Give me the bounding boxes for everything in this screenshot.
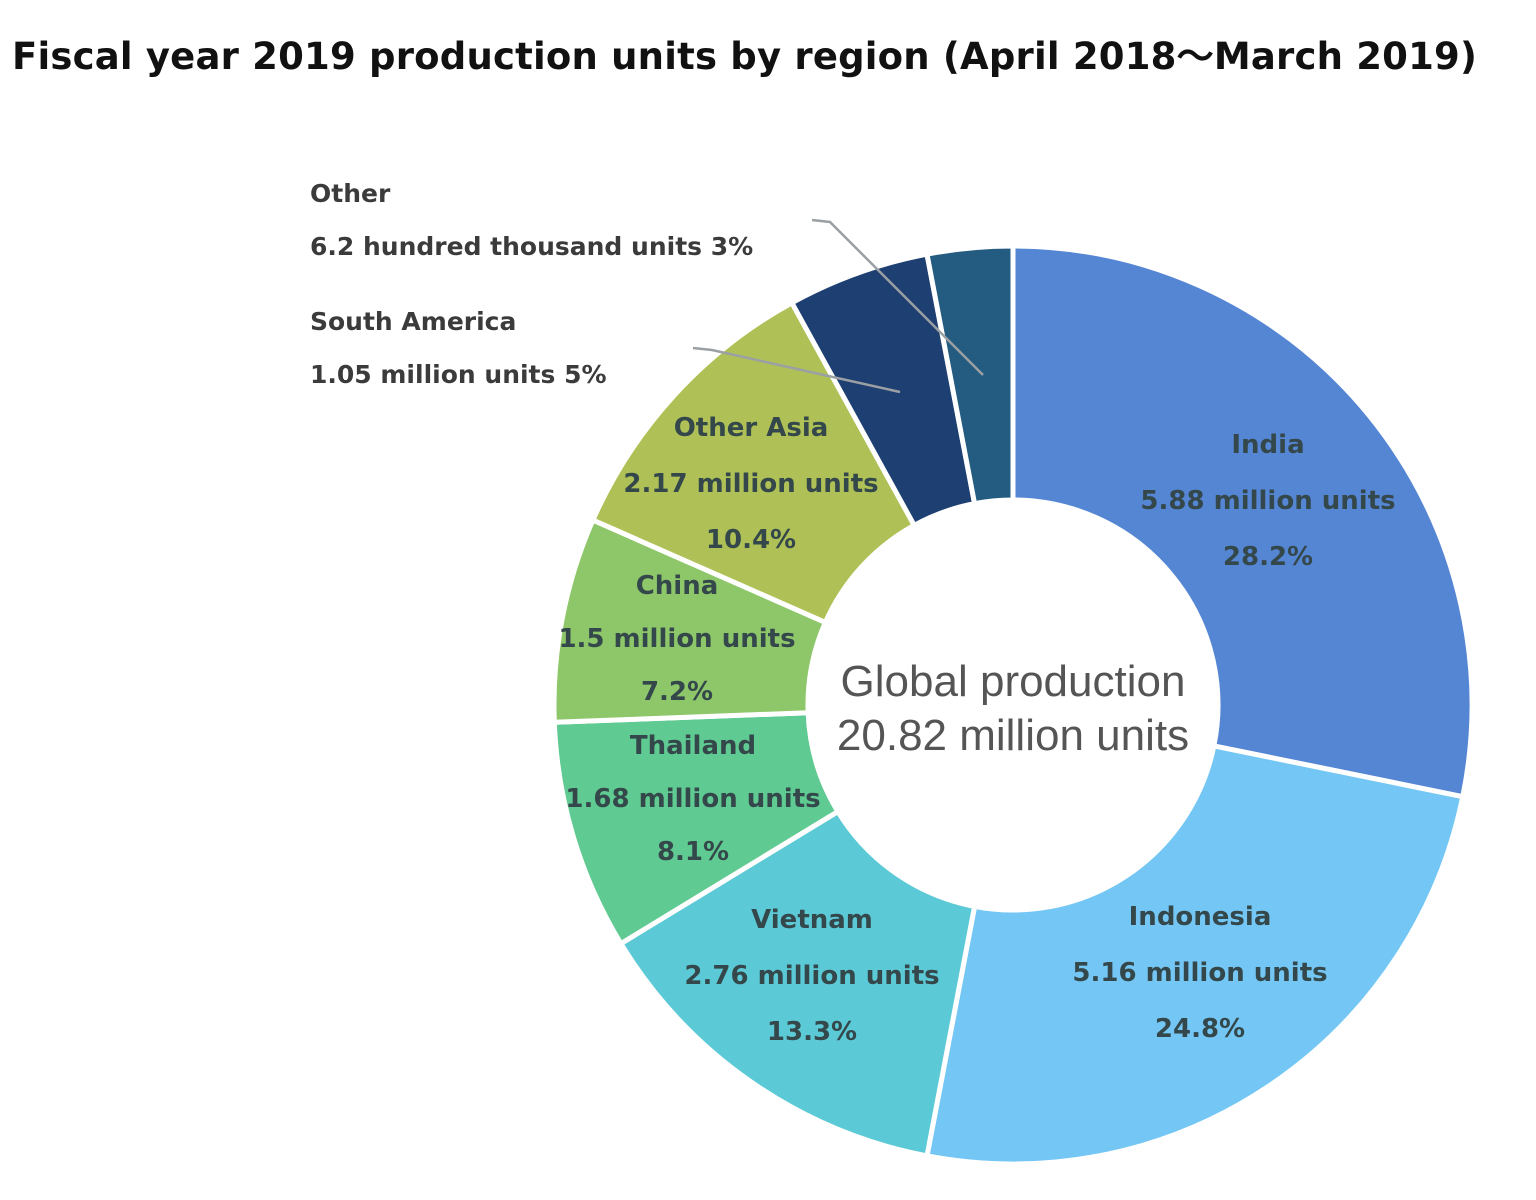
label-units: 1.5 million units bbox=[558, 624, 796, 654]
label-india: India 5.88 million units 28.2% bbox=[1140, 417, 1395, 585]
label-units: 5.16 million units bbox=[1072, 958, 1328, 988]
label-percent: 7.2% bbox=[640, 677, 714, 707]
label-percent: 24.8% bbox=[1154, 1014, 1246, 1044]
center-label-line1: Global production bbox=[840, 657, 1186, 706]
label-units: 6.2 hundred thousand units 3% bbox=[310, 232, 754, 261]
label-name: South America bbox=[310, 307, 517, 336]
slice-indonesia bbox=[924, 742, 1466, 1167]
label-units: 2.76 million units bbox=[684, 961, 940, 991]
chart-title: Fiscal year 2019 production units by reg… bbox=[12, 35, 1478, 78]
label-name: India bbox=[1231, 430, 1305, 460]
center-label-line2: 20.82 million units bbox=[836, 711, 1190, 760]
leader-line-other bbox=[811, 218, 984, 376]
slice-thailand bbox=[551, 710, 842, 948]
label-units: 5.88 million units bbox=[1140, 486, 1396, 516]
label-percent: 28.2% bbox=[1222, 542, 1314, 572]
slice-india bbox=[1010, 243, 1475, 800]
label-name: China bbox=[635, 571, 719, 601]
label-south-america: South America 1.05 million units 5% bbox=[310, 295, 607, 401]
label-percent: 10.4% bbox=[705, 525, 797, 555]
label-indonesia: Indonesia 5.16 million units 24.8% bbox=[1072, 889, 1327, 1057]
label-name: Thailand bbox=[629, 731, 757, 761]
label-units: 1.68 million units bbox=[565, 784, 821, 814]
label-thailand: Thailand 1.68 million units 8.1% bbox=[565, 720, 820, 879]
label-vietnam: Vietnam 2.76 million units 13.3% bbox=[684, 892, 939, 1060]
label-units: 1.05 million units 5% bbox=[310, 360, 607, 389]
label-other: Other 6.2 hundred thousand units 3% bbox=[310, 167, 753, 273]
label-name: Other Asia bbox=[673, 413, 829, 443]
label-units: 2.17 million units bbox=[623, 469, 879, 499]
label-percent: 8.1% bbox=[656, 837, 730, 867]
label-china: China 1.5 million units 7.2% bbox=[558, 560, 795, 719]
label-name: Other bbox=[310, 179, 391, 208]
label-name: Vietnam bbox=[751, 905, 873, 935]
label-name: Indonesia bbox=[1128, 902, 1272, 932]
slice-vietnam bbox=[617, 808, 978, 1159]
leader-line-south-america bbox=[692, 346, 901, 394]
slice-other bbox=[924, 243, 1016, 507]
label-other-asia: Other Asia 2.17 million units 10.4% bbox=[623, 400, 878, 568]
center-label: Global production 20.82 million units bbox=[837, 655, 1189, 763]
label-percent: 13.3% bbox=[766, 1017, 858, 1047]
